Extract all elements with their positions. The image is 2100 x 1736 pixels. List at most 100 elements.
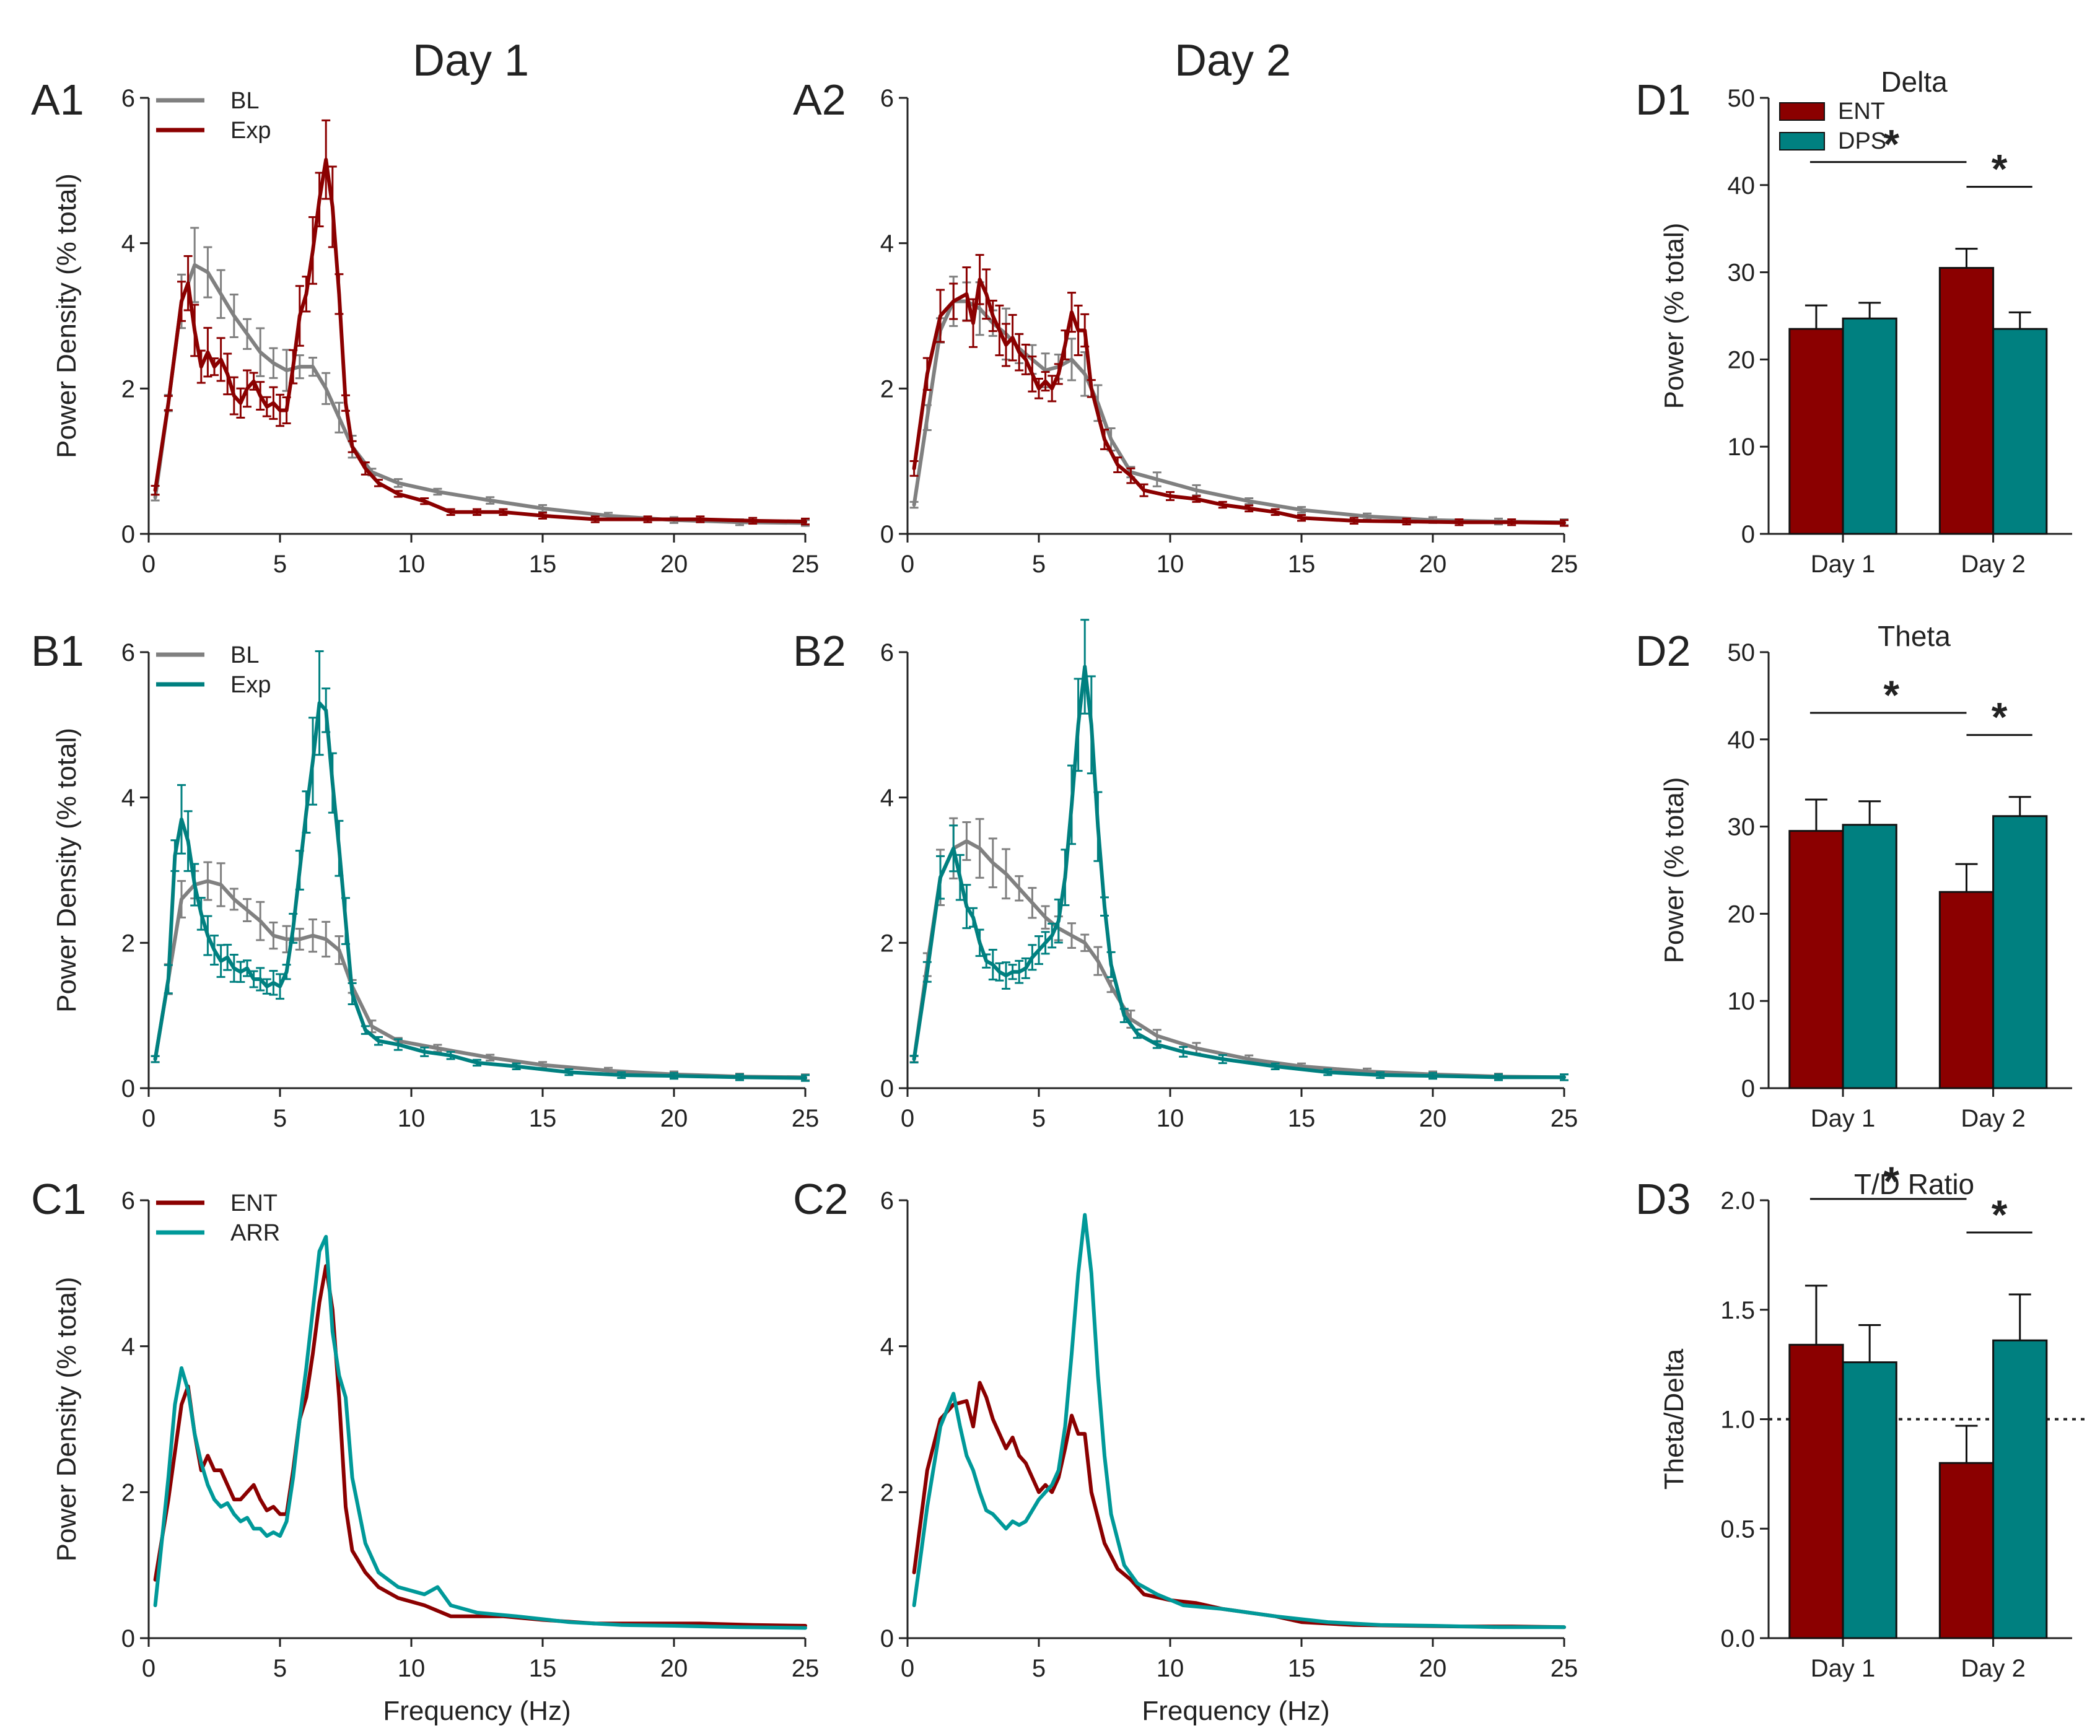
d1-legend-label-ent: ENT [1838,98,1885,124]
d3-bar-ent-day1 [1788,1343,1844,1639]
d1-y-tick-label: 40 [1728,172,1756,199]
d3-bar-dps-day2 [1992,1339,2048,1639]
a2-x-tick-label: 5 [1032,551,1046,578]
d2-significance-star: * [1883,672,1899,718]
c2-x-tick-label: 25 [1551,1655,1578,1682]
a1-panel-label: A1 [31,76,84,124]
d1-legend-swatch-dps [1779,132,1825,150]
d3-y-tick-label: 1.5 [1720,1297,1755,1324]
c2-panel-label: C2 [793,1175,848,1223]
a2-y-tick-label: 2 [880,375,894,403]
d3-x-tick-label: Day 2 [1961,1655,2026,1682]
b1-legend-label-bl: BL [230,642,259,668]
d2-x-tick-label: Day 1 [1811,1105,1876,1132]
d1-y-tick-label: 20 [1728,346,1756,373]
a1-y-axis-title: Power Density (% total) [51,173,82,458]
b1-panel-label: B1 [31,627,84,675]
b2-x-tick-label: 20 [1419,1105,1447,1132]
d2-bar-ent-day1 [1788,830,1844,1089]
d2-bar-error-ent [1805,798,1827,831]
b1-y-tick-label: 0 [121,1075,135,1102]
b1-y-tick-label: 2 [121,930,135,957]
a1-legend-label-exp: Exp [230,118,271,144]
b1-x-tick-label: 25 [792,1105,820,1132]
a1-y-tick-label: 4 [121,230,135,258]
d2-panel-label: D2 [1635,627,1691,675]
d2-bar-error-dps [2008,796,2031,816]
d2-y-tick-label: 30 [1728,814,1756,841]
c1-y-tick-label: 6 [121,1187,135,1215]
d1-legend-label-dps: DPS [1838,128,1886,154]
a2-x-tick-label: 15 [1288,551,1316,578]
c1-x-axis-title: Frequency (Hz) [383,1696,571,1726]
d3-y-tick-label: 2.0 [1720,1187,1755,1215]
c1-legend-label-ent: ENT [230,1190,278,1216]
d3-bar-error-dps [2008,1293,2031,1341]
a2-x-tick-label: 10 [1157,551,1184,578]
c2-x-tick-label: 20 [1419,1655,1447,1682]
b2-x-tick-label: 5 [1032,1105,1046,1132]
b2-y-tick-label: 4 [880,785,894,812]
c2-series-arr-line [912,1213,1566,1629]
c2-y-tick-label: 6 [880,1187,894,1215]
d2-significance-star: * [1992,694,2008,740]
d3-bar-error-ent [1805,1285,1827,1345]
c1-y-tick-label: 2 [121,1479,135,1506]
d1-bar-error-ent [1955,248,1978,268]
d2-bar-dps-day1 [1842,824,1897,1089]
d3-significance-star: * [1992,1192,2008,1237]
d3-y-axis-title: Theta/Delta [1659,1348,1689,1490]
d1-y-tick-label: 10 [1728,434,1756,461]
a1-series-bl-line [153,263,807,525]
b2-series-exp-line [912,665,1566,1080]
d1-x-tick-label: Day 1 [1811,551,1876,578]
d1-title: Delta [1881,66,1948,98]
a2-y-tick-label: 0 [880,521,894,548]
c1-legend-label-arr: ARR [230,1220,280,1246]
d3-y-tick-label: 0.5 [1720,1516,1755,1543]
b1-x-tick-label: 20 [660,1105,688,1132]
a2-y-tick-label: 4 [880,230,894,258]
d2-title: Theta [1878,620,1951,652]
d1-bar-error-dps [1858,302,1881,319]
a2-panel-label: A2 [793,76,846,124]
d3-y-tick-label: 0.0 [1720,1625,1755,1652]
d1-significance-star: * [1992,146,2008,192]
a1-y-tick-label: 2 [121,375,135,403]
column-header-day1: Day 1 [413,36,529,85]
a1-legend-label-bl: BL [230,88,259,114]
d2-bar-error-ent [1955,863,1978,892]
b1-x-tick-label: 10 [398,1105,426,1132]
c2-x-tick-label: 5 [1032,1655,1046,1682]
b1-x-tick-label: 5 [273,1105,287,1132]
c2-x-tick-label: 10 [1157,1655,1184,1682]
c1-panel-label: C1 [31,1175,86,1223]
a1-x-tick-label: 20 [660,551,688,578]
d2-y-tick-label: 50 [1728,639,1756,666]
c2-y-tick-label: 2 [880,1479,894,1506]
a2-series-exp-line [912,277,1566,525]
b2-x-tick-label: 0 [901,1105,914,1132]
c1-y-tick-label: 0 [121,1625,135,1652]
d2-x-tick-label: Day 2 [1961,1105,2026,1132]
a2-x-tick-label: 0 [901,551,914,578]
d1-significance-star: * [1883,121,1899,167]
b2-x-tick-label: 25 [1551,1105,1578,1132]
d2-y-tick-label: 20 [1728,901,1756,928]
a2-y-tick-label: 6 [880,85,894,112]
b1-x-tick-label: 0 [142,1105,155,1132]
d1-y-tick-label: 0 [1741,521,1755,548]
d1-bar-ent-day2 [1938,267,1995,535]
a2-x-tick-label: 20 [1419,551,1447,578]
d1-y-tick-label: 50 [1728,85,1756,112]
d2-y-tick-label: 10 [1728,988,1756,1015]
b1-y-axis-title: Power Density (% total) [51,728,82,1013]
c1-x-tick-label: 10 [398,1655,426,1682]
b1-x-tick-label: 15 [529,1105,557,1132]
d1-legend-swatch-ent [1779,102,1825,121]
c1-x-tick-label: 0 [142,1655,155,1682]
c1-y-tick-label: 4 [121,1333,135,1361]
a1-x-tick-label: 10 [398,551,426,578]
c1-x-tick-label: 20 [660,1655,688,1682]
c1-x-tick-label: 15 [529,1655,557,1682]
